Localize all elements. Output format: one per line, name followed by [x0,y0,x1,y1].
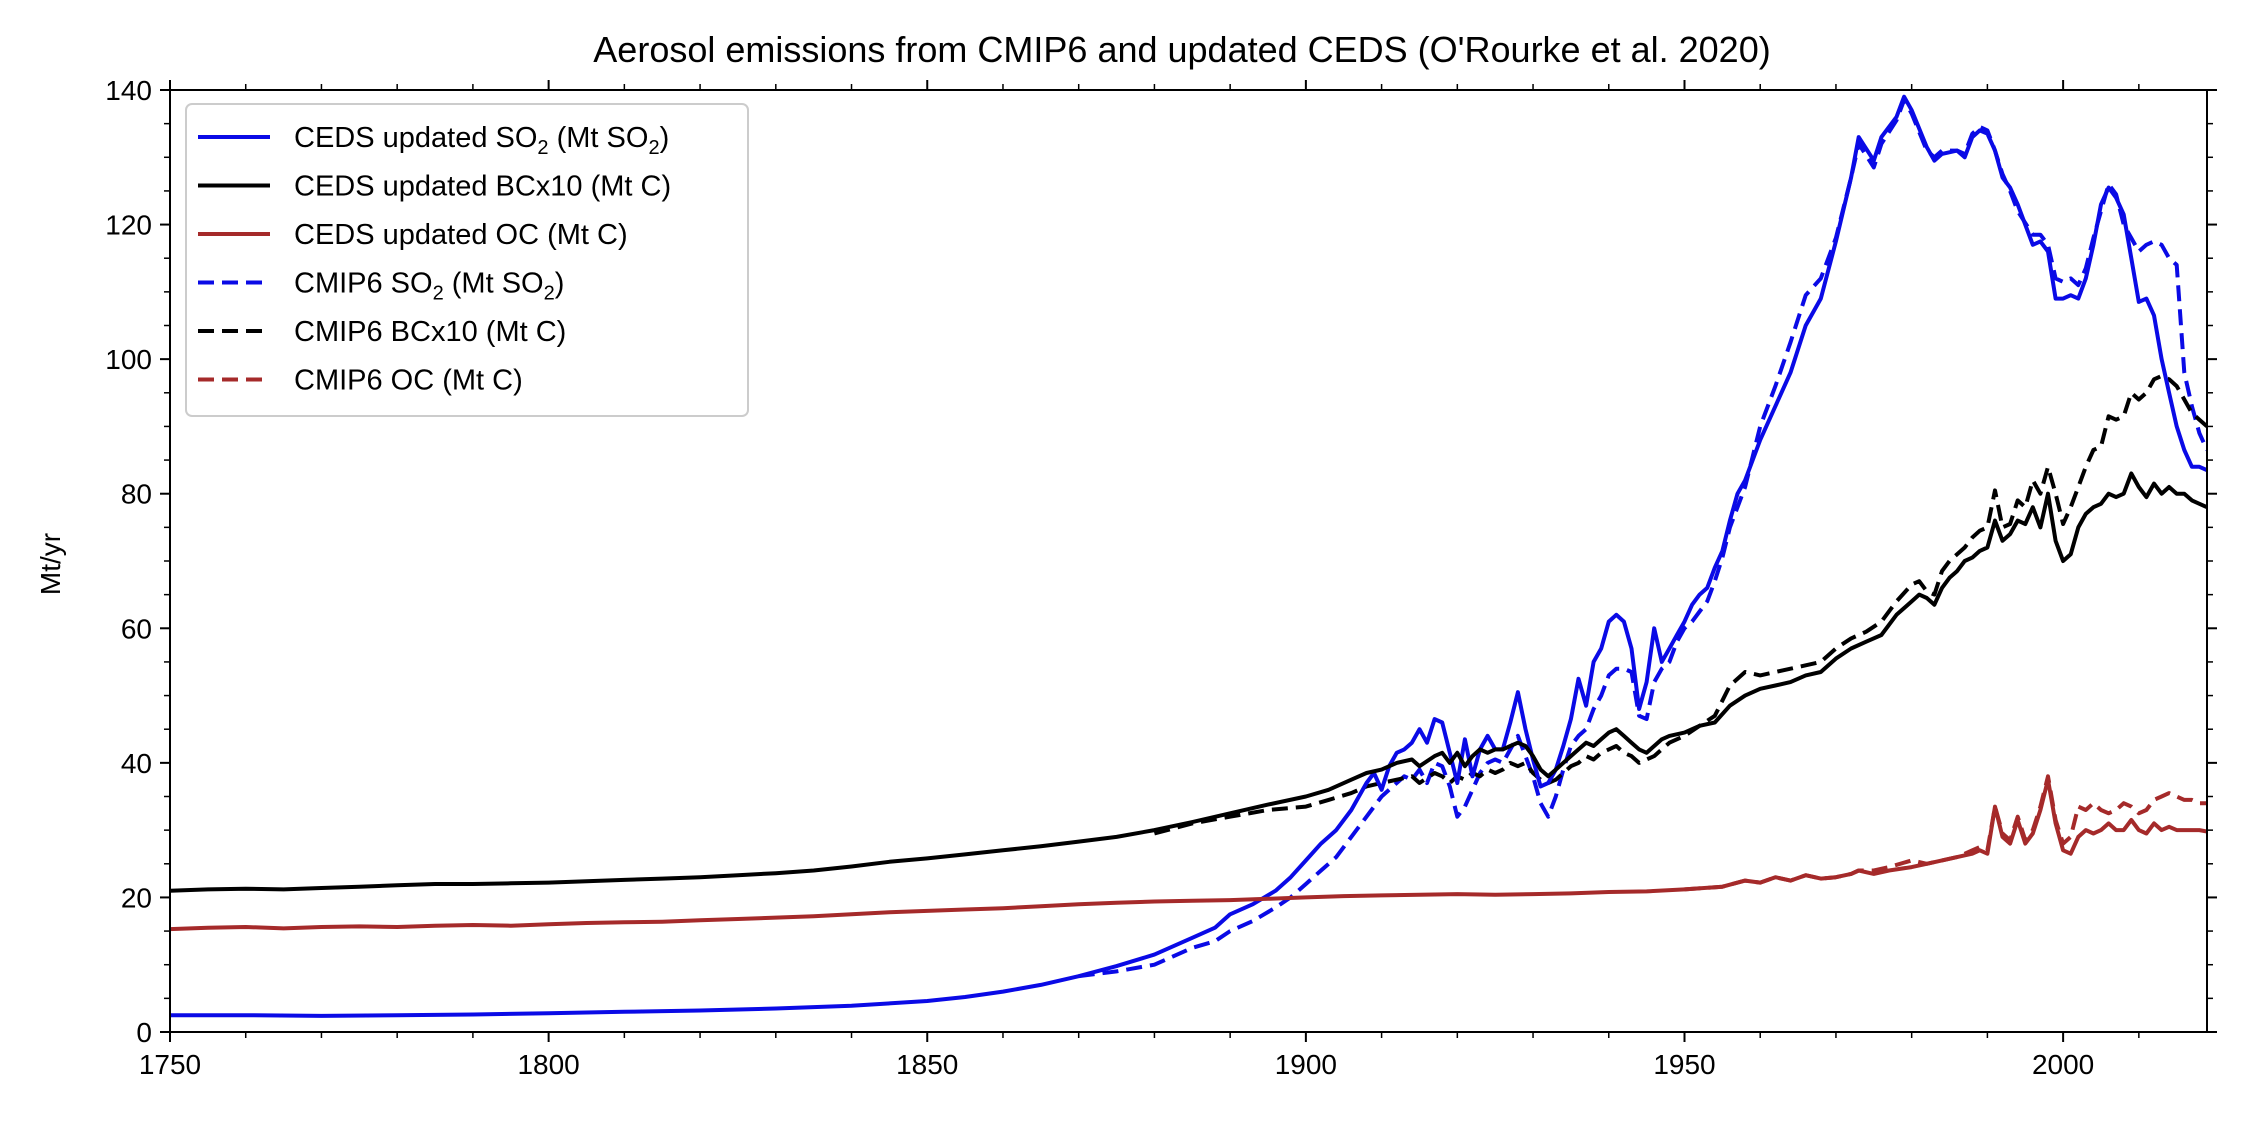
y-tick-label: 140 [105,75,152,106]
x-tick-label: 1800 [517,1049,579,1080]
chart-title: Aerosol emissions from CMIP6 and updated… [593,29,1770,70]
y-axis-label: Mt/yr [35,533,66,595]
legend: CEDS updated SO2 (Mt SO2) CEDS updated BC… [185,103,749,417]
series-line-2 [170,777,2207,932]
x-tick-label: 1950 [1653,1049,1715,1080]
y-tick-label: 120 [105,210,152,241]
legend-label: CMIP6 OC (Mt C) [294,365,523,397]
axis-ticks: 1750 1800 1850 1900 1950 2000 0 20 40 60 80 100 120 1… [105,75,2217,1080]
x-tick-label: 1850 [896,1049,958,1080]
x-tick-label: 1900 [1275,1049,1337,1080]
series-line-5 [1684,774,2207,892]
legend-label: CMIP6 SO2 (Mt SO2) [294,268,564,305]
y-tick-label: 0 [136,1017,152,1048]
legend-label: CEDS updated SO2 (Mt SO2) [294,122,669,159]
y-tick-label: 80 [121,479,152,510]
series-line-0 [170,94,2207,1018]
y-tick-label: 40 [121,748,152,779]
y-tick-label: 60 [121,613,152,644]
x-tick-label: 2000 [2032,1049,2094,1080]
legend-label: CEDS updated BCx10 (Mt C) [294,171,671,203]
x-tick-label: 1750 [139,1049,201,1080]
series-line-4 [1153,374,2207,836]
y-tick-label: 20 [121,882,152,913]
y-tick-label: 100 [105,344,152,375]
series-line-1 [170,471,2207,893]
legend-label: CEDS updated OC (Mt C) [294,219,628,251]
series-line-3 [1078,98,2207,979]
plot-area [170,94,2207,1018]
legend-box [185,103,749,417]
legend-label: CMIP6 BCx10 (Mt C) [294,316,566,348]
